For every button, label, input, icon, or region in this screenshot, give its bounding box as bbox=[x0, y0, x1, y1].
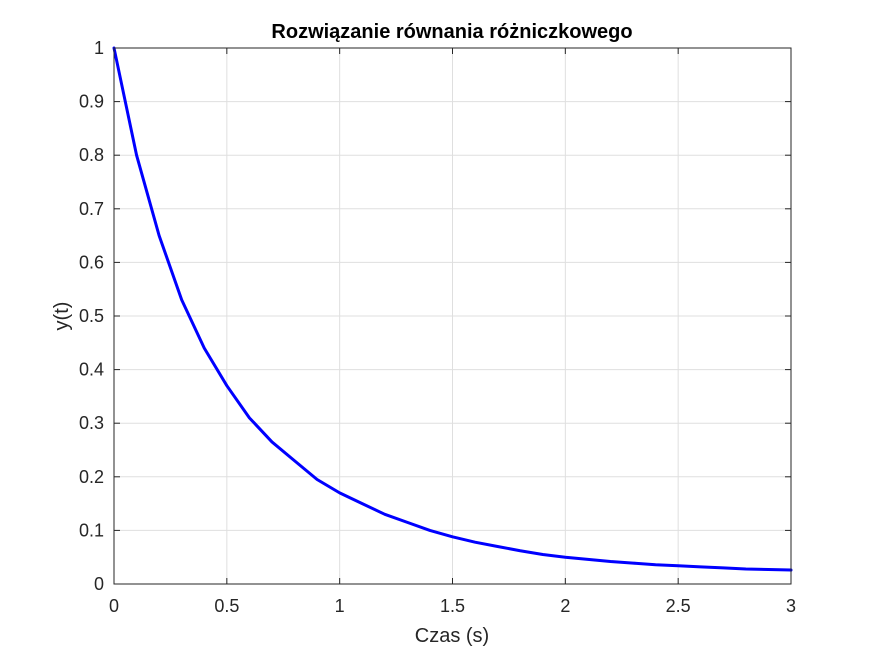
x-axis-label: Czas (s) bbox=[415, 625, 489, 647]
ticks: 0 0.5 1 1.5 2 2.5 3 0 0.1 0.2 0.3 0.4 0.5 0.6 0.7 0.8 0.… bbox=[79, 38, 796, 616]
y-tick-label: 0.8 bbox=[79, 145, 104, 165]
x-tick-label: 3 bbox=[786, 596, 796, 616]
y-tick-label: 0.2 bbox=[79, 467, 104, 487]
x-tick-label: 2.5 bbox=[666, 596, 691, 616]
y-tick-label: 1 bbox=[94, 38, 104, 58]
y-tick-label: 0.7 bbox=[79, 199, 104, 219]
y-tick-label: 0.6 bbox=[79, 252, 104, 272]
series-layer bbox=[112, 46, 793, 572]
x-tick-label: 0.5 bbox=[214, 596, 239, 616]
y-tick-label: 0.9 bbox=[79, 92, 104, 112]
chart-title: Rozwiązanie równania różniczkowego bbox=[271, 21, 632, 43]
y-tick-label: 0.1 bbox=[79, 520, 104, 540]
x-tick-label: 1.5 bbox=[440, 596, 465, 616]
series-line-0 bbox=[112, 46, 793, 572]
y-axis-label: y(t) bbox=[51, 302, 73, 331]
x-tick-label: 2 bbox=[560, 596, 570, 616]
y-tick-label: 0.4 bbox=[79, 360, 104, 380]
y-tick-label: 0.3 bbox=[79, 413, 104, 433]
x-tick-label: 1 bbox=[335, 596, 345, 616]
y-tick-label: 0.5 bbox=[79, 306, 104, 326]
x-tick-label: 0 bbox=[109, 596, 119, 616]
y-tick-label: 0 bbox=[94, 574, 104, 594]
